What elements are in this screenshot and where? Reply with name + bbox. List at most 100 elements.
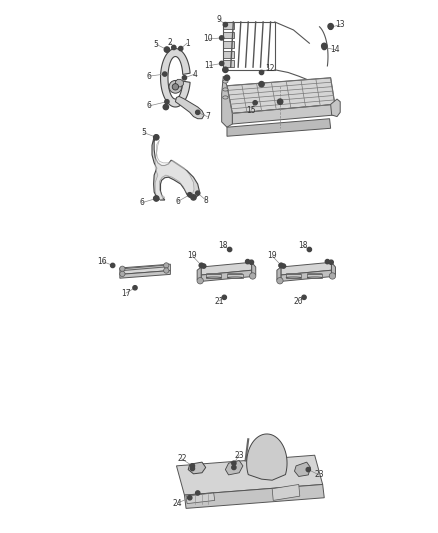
Circle shape — [279, 263, 283, 268]
Circle shape — [328, 25, 333, 29]
Text: 9: 9 — [216, 15, 222, 24]
Circle shape — [197, 278, 203, 284]
Text: 23: 23 — [234, 451, 244, 460]
Circle shape — [302, 295, 306, 300]
Bar — [307, 274, 322, 278]
Circle shape — [232, 461, 236, 465]
Polygon shape — [294, 462, 311, 477]
Text: 22: 22 — [177, 455, 187, 463]
Bar — [223, 31, 234, 38]
Text: 6: 6 — [139, 198, 145, 207]
Circle shape — [182, 76, 187, 80]
Ellipse shape — [307, 273, 322, 274]
Circle shape — [329, 273, 336, 279]
Text: 14: 14 — [330, 45, 340, 54]
Ellipse shape — [307, 277, 322, 278]
Polygon shape — [227, 119, 331, 136]
Text: 6: 6 — [146, 101, 151, 110]
Circle shape — [163, 104, 169, 110]
Circle shape — [120, 266, 125, 271]
Circle shape — [219, 61, 224, 66]
Polygon shape — [120, 264, 170, 274]
Circle shape — [154, 196, 159, 201]
Polygon shape — [186, 493, 215, 504]
Circle shape — [165, 47, 169, 52]
Polygon shape — [281, 262, 332, 275]
Polygon shape — [152, 135, 199, 200]
Text: 21: 21 — [214, 296, 224, 305]
Polygon shape — [188, 462, 206, 474]
Circle shape — [259, 70, 264, 75]
Circle shape — [190, 464, 194, 468]
Bar — [223, 41, 234, 48]
Circle shape — [325, 260, 329, 264]
Circle shape — [172, 84, 179, 90]
Circle shape — [232, 465, 236, 470]
Text: 11: 11 — [205, 61, 214, 70]
Polygon shape — [252, 262, 256, 277]
Circle shape — [199, 263, 204, 268]
Circle shape — [279, 263, 283, 268]
Circle shape — [196, 491, 200, 495]
Ellipse shape — [286, 277, 301, 278]
Text: 18: 18 — [218, 241, 227, 250]
Circle shape — [165, 100, 169, 104]
Circle shape — [249, 260, 254, 264]
Circle shape — [187, 496, 192, 500]
Polygon shape — [281, 270, 332, 281]
Circle shape — [154, 135, 159, 140]
Polygon shape — [227, 78, 335, 114]
Polygon shape — [222, 76, 232, 127]
Circle shape — [277, 278, 283, 284]
Circle shape — [250, 273, 256, 279]
Polygon shape — [175, 79, 184, 87]
Text: 7: 7 — [205, 112, 210, 121]
Circle shape — [172, 45, 176, 50]
Polygon shape — [331, 99, 340, 117]
Bar — [286, 274, 301, 278]
Circle shape — [164, 268, 169, 273]
Circle shape — [329, 260, 333, 264]
Polygon shape — [201, 270, 252, 281]
Circle shape — [169, 80, 182, 93]
Text: 12: 12 — [265, 64, 274, 73]
Ellipse shape — [223, 88, 228, 91]
Circle shape — [154, 135, 159, 140]
Polygon shape — [175, 96, 204, 119]
Text: 10: 10 — [204, 35, 213, 44]
Polygon shape — [177, 455, 323, 495]
Circle shape — [201, 264, 206, 268]
Polygon shape — [272, 484, 300, 500]
Text: 4: 4 — [193, 70, 198, 78]
Circle shape — [219, 36, 224, 40]
Bar — [223, 60, 234, 67]
Text: 24: 24 — [173, 498, 182, 507]
Text: 15: 15 — [246, 106, 256, 115]
Circle shape — [187, 192, 192, 197]
Circle shape — [278, 99, 283, 104]
Text: 6: 6 — [146, 71, 151, 80]
Circle shape — [222, 295, 226, 300]
Text: 1: 1 — [185, 39, 190, 48]
Circle shape — [164, 263, 169, 268]
Circle shape — [227, 247, 232, 252]
Polygon shape — [277, 267, 281, 281]
Circle shape — [120, 271, 125, 277]
Text: 6: 6 — [175, 197, 180, 206]
Polygon shape — [226, 461, 243, 475]
Polygon shape — [155, 140, 194, 200]
Ellipse shape — [227, 277, 243, 278]
Bar — [206, 274, 221, 278]
Ellipse shape — [286, 273, 301, 274]
Circle shape — [328, 23, 333, 29]
Ellipse shape — [206, 277, 221, 278]
Polygon shape — [247, 434, 287, 480]
Text: 18: 18 — [298, 241, 307, 250]
Circle shape — [246, 260, 250, 264]
Bar — [223, 51, 234, 58]
Circle shape — [164, 47, 170, 52]
Circle shape — [253, 101, 257, 105]
Text: 16: 16 — [97, 257, 107, 265]
Text: 19: 19 — [267, 252, 277, 260]
Circle shape — [199, 263, 204, 268]
